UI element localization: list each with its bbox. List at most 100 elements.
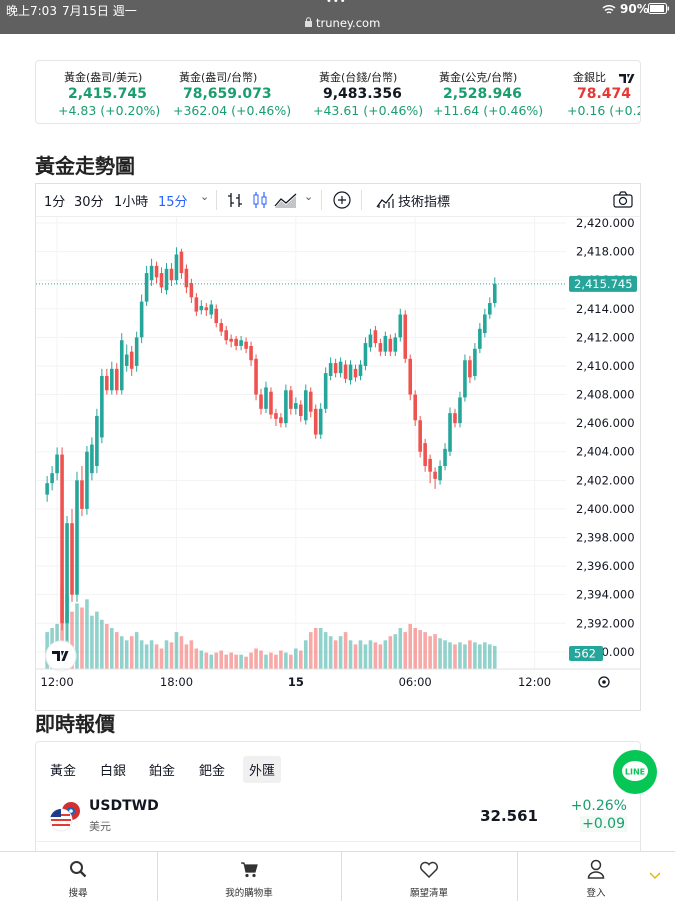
quote-tab[interactable]: 黃金	[50, 764, 77, 779]
candle-body	[124, 354, 129, 366]
line-button[interactable]: LINE	[612, 749, 658, 795]
ticker-name[interactable]: 金銀比	[573, 71, 606, 84]
candle-body	[274, 413, 278, 419]
volume-bar	[383, 640, 388, 669]
candle-body	[453, 413, 457, 424]
nav-label[interactable]: 我的購物車	[225, 888, 273, 899]
quote-tab[interactable]: 鉑金	[149, 764, 176, 779]
candle-body	[318, 408, 323, 435]
volume-bar	[483, 642, 487, 669]
quote-change: +0.09	[580, 816, 627, 832]
volume-bar	[318, 628, 323, 669]
candle-body	[373, 330, 378, 344]
separator	[361, 190, 362, 210]
interval-button[interactable]: 1小時	[114, 195, 149, 210]
quote-tab[interactable]: 外匯	[243, 756, 282, 783]
y-tick-label: 2,394.000	[576, 588, 635, 602]
volume-bar	[154, 644, 159, 669]
status-bar: 晚上7:03 7月15日 週一 ••• truney.com 90%	[0, 0, 675, 34]
volume-bar	[363, 644, 368, 669]
volume-bar	[478, 644, 482, 669]
candle-style-icon[interactable]	[251, 191, 269, 209]
ticker-price: 78.474	[577, 86, 632, 102]
volume-bar	[149, 640, 154, 669]
volume-bar	[294, 648, 298, 669]
candle-body	[139, 301, 144, 338]
date: 7月15日 週一	[62, 4, 137, 18]
quote-symbol[interactable]: USDTWD	[89, 798, 159, 814]
area-style-icon[interactable]	[274, 191, 298, 209]
candle-body	[194, 297, 199, 312]
candle-body	[284, 390, 288, 424]
camera-icon[interactable]	[613, 191, 633, 209]
candle-body	[80, 480, 84, 509]
candle-body	[159, 273, 164, 288]
y-tick-label: 2,412.000	[576, 330, 635, 344]
tv-watermark	[45, 640, 77, 672]
candle-body	[269, 391, 273, 415]
divider	[36, 841, 640, 842]
volume-bar	[264, 654, 268, 669]
settings-icon[interactable]	[598, 676, 610, 688]
volume-bar	[284, 652, 288, 669]
bar-style-icon[interactable]	[226, 191, 244, 209]
candle-body	[413, 394, 417, 421]
y-tick-label: 2,398.000	[576, 530, 635, 544]
ticker-name[interactable]: 黃金(盎司/台幣)	[179, 71, 258, 84]
tv-logo[interactable]	[616, 67, 638, 89]
nav-label[interactable]: 搜尋	[68, 888, 88, 899]
volume-bar	[418, 630, 422, 669]
chart: 2,390.0002,392.0002,394.0002,396.0002,39…	[36, 216, 640, 689]
volume-bar	[244, 656, 248, 669]
heart-icon[interactable]	[419, 861, 439, 878]
battery-icon	[648, 3, 669, 14]
volume-bar	[488, 644, 492, 669]
ticker-name[interactable]: 黃金(公克/台幣)	[439, 71, 518, 84]
url[interactable]: truney.com	[316, 16, 381, 30]
volume-bar	[368, 640, 373, 669]
scroll-chevron[interactable]	[649, 872, 661, 880]
style-dropdown[interactable]: ⌄	[304, 190, 314, 203]
quote-tab[interactable]: 鈀金	[199, 764, 226, 779]
ticker-name[interactable]: 黃金(盎司/美元)	[64, 71, 143, 84]
candle-body	[249, 345, 253, 361]
interval-dropdown[interactable]: ⌄	[200, 190, 210, 203]
volume-bar	[229, 652, 233, 669]
interval-button[interactable]: 30分	[74, 195, 104, 210]
interval-button[interactable]: 15分	[158, 195, 188, 210]
divider	[157, 852, 158, 901]
candle-body	[114, 368, 119, 391]
candle-body	[458, 397, 462, 424]
volume-bar	[119, 636, 124, 669]
candle-body	[363, 343, 368, 366]
volume-bar	[254, 648, 258, 669]
interval-button[interactable]: 1分	[44, 195, 66, 210]
volume-bar	[105, 623, 109, 669]
volume-bar	[308, 632, 313, 669]
quote-tab[interactable]: 白銀	[100, 764, 127, 779]
nav-label[interactable]: 登入	[586, 888, 606, 899]
ticker-name[interactable]: 黃金(台錢/台幣)	[319, 71, 398, 84]
candle-body	[338, 361, 343, 374]
indicator-icon[interactable]	[376, 191, 394, 209]
grid	[36, 216, 566, 669]
volume-bar	[423, 632, 427, 669]
search-icon[interactable]	[69, 860, 87, 878]
volume-bar	[219, 650, 224, 669]
user-icon[interactable]	[587, 859, 605, 879]
volume-bar	[274, 654, 278, 669]
nav-label[interactable]: 願望清單	[409, 888, 448, 899]
volume-bar	[80, 607, 84, 669]
quote-price: 32.561	[480, 807, 538, 825]
candle-body	[483, 314, 487, 334]
indicators-button[interactable]: 技術指標	[398, 195, 451, 210]
compare-icon[interactable]	[333, 191, 351, 209]
cart-icon[interactable]	[240, 861, 258, 878]
ticker-change: +0.16 (+0.20%)	[567, 103, 640, 118]
candle-body	[303, 390, 308, 421]
candle-body	[408, 358, 413, 395]
x-tick-label: 06:00	[399, 675, 432, 689]
ticker-change: +43.61 (+0.46%)	[313, 103, 424, 118]
candle-body	[423, 443, 427, 467]
candle-body	[448, 413, 452, 452]
